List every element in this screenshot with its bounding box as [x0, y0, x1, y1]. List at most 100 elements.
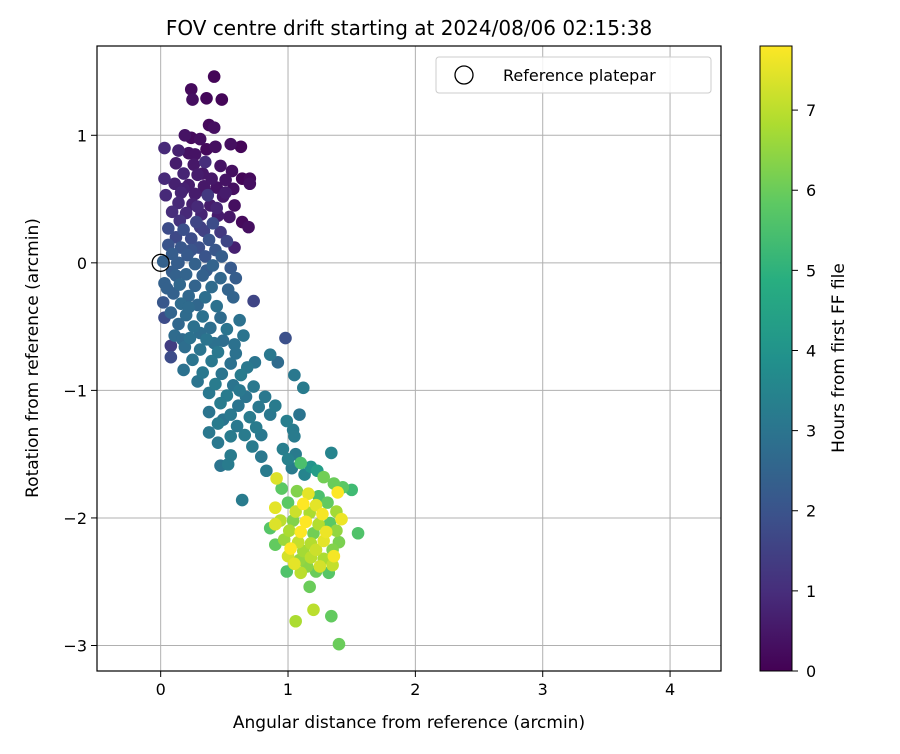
colorbar-tick-label: 5	[806, 261, 816, 280]
data-point	[177, 223, 190, 236]
data-point	[187, 158, 201, 171]
data-point	[297, 497, 310, 511]
data-point	[198, 250, 212, 263]
colorbar-tick-label: 7	[806, 101, 816, 120]
y-tick-label: −1	[63, 381, 87, 400]
data-point	[211, 436, 225, 449]
data-point	[191, 168, 204, 182]
colorbar-tick-label: 4	[806, 341, 816, 360]
data-point	[242, 220, 255, 234]
data-point	[234, 140, 248, 154]
data-point	[200, 333, 213, 346]
data-point	[224, 137, 238, 151]
data-point	[204, 321, 217, 335]
data-point	[221, 458, 235, 471]
data-point	[214, 311, 227, 324]
data-point	[271, 356, 285, 369]
data-point	[233, 313, 246, 327]
data-point	[289, 505, 302, 518]
y-axis-label: Rotation from reference (arcmin)	[23, 218, 43, 498]
data-point	[294, 456, 308, 470]
data-point	[313, 560, 327, 573]
data-point	[159, 188, 173, 202]
data-point	[198, 155, 212, 169]
data-point	[188, 257, 202, 271]
data-point	[202, 233, 216, 247]
data-point	[275, 482, 288, 495]
data-point	[243, 177, 257, 191]
data-point	[260, 464, 273, 478]
data-point	[281, 452, 295, 466]
data-point	[205, 354, 218, 368]
data-point	[321, 496, 334, 509]
data-point	[247, 294, 260, 308]
y-axis-ticks: −3 −2 −1 0 1	[63, 126, 97, 655]
data-point	[303, 580, 316, 594]
data-point	[246, 440, 259, 453]
data-point	[270, 472, 283, 485]
data-point	[232, 399, 245, 412]
data-point	[178, 128, 192, 142]
legend-reference-marker-icon	[454, 65, 474, 85]
colorbar-tick-label: 3	[806, 422, 816, 441]
chart-title: FOV centre drift starting at 2024/08/06 …	[166, 16, 652, 40]
data-point	[351, 526, 365, 540]
x-tick-label: 4	[665, 680, 675, 699]
data-point	[224, 430, 238, 443]
x-axis-ticks: 0 1 2 3 4	[156, 671, 675, 699]
colorbar-tick-label: 2	[806, 502, 816, 521]
data-point	[235, 493, 249, 507]
data-point	[230, 419, 244, 433]
data-point	[169, 231, 183, 244]
data-point	[282, 524, 296, 537]
data-point	[335, 512, 348, 526]
data-point	[191, 200, 204, 214]
y-tick-label: −3	[63, 636, 87, 655]
data-point	[316, 507, 329, 521]
data-point	[331, 486, 344, 499]
data-point	[179, 268, 193, 281]
data-point	[182, 301, 195, 314]
data-point	[327, 549, 341, 563]
data-point	[215, 93, 229, 106]
data-point	[254, 450, 268, 464]
data-point	[207, 70, 221, 83]
data-point	[332, 637, 346, 651]
data-point	[207, 121, 221, 134]
data-point	[165, 205, 179, 219]
data-point	[202, 405, 216, 419]
data-point	[219, 186, 232, 199]
data-point	[288, 368, 301, 382]
data-point	[276, 442, 290, 456]
data-point	[233, 384, 246, 397]
data-point	[170, 256, 184, 270]
data-point	[247, 380, 260, 393]
data-point	[209, 140, 222, 154]
data-point	[299, 515, 313, 529]
data-point	[201, 188, 215, 202]
data-point	[288, 430, 301, 443]
data-point	[193, 132, 207, 146]
data-point	[210, 201, 224, 215]
data-point	[211, 417, 225, 430]
plot-area-frame	[96, 45, 722, 672]
colorbar-tick-label: 0	[806, 662, 816, 681]
colorbar-tick-label: 1	[806, 582, 816, 601]
data-point	[177, 363, 190, 377]
data-point	[317, 470, 330, 484]
data-point	[181, 248, 194, 262]
colorbar-label: Hours from first FF file	[829, 263, 849, 453]
data-point	[284, 542, 297, 555]
data-point	[164, 339, 178, 353]
data-point	[312, 518, 325, 531]
data-point	[174, 186, 188, 199]
reference-platepar-marker	[151, 253, 170, 272]
data-point	[186, 93, 199, 106]
data-point	[289, 614, 302, 628]
data-point	[224, 357, 238, 370]
legend: Reference platepar	[435, 56, 712, 94]
data-point	[158, 141, 171, 155]
data-point	[309, 543, 323, 557]
